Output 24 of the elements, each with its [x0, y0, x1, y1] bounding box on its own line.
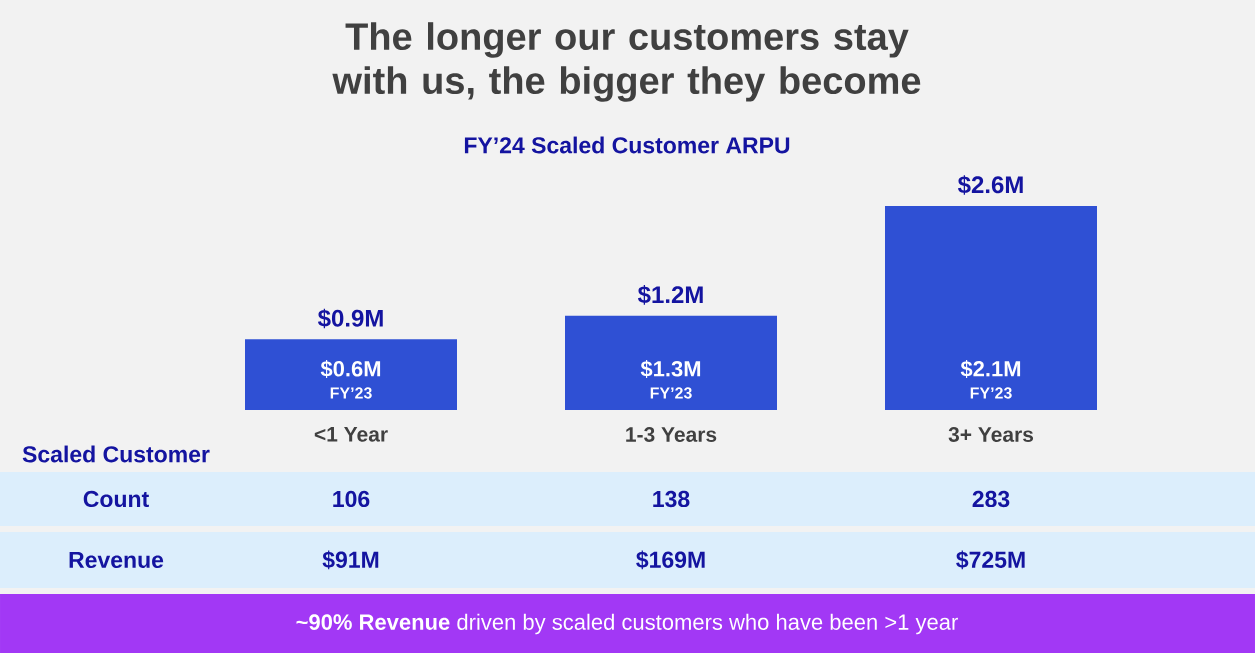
text: Scaled Customer	[22, 445, 210, 463]
text: ~90% Revenue driven by scaled customers who have been >1 year	[296, 613, 958, 635]
data-label: $1.2M	[637, 285, 703, 305]
text: Count	[83, 490, 149, 508]
text: 106	[333, 490, 370, 508]
x-tick-label: 1-3 Years	[626, 427, 717, 442]
annotation: $1.3M	[640, 360, 701, 378]
text: Revenue	[69, 551, 164, 568]
data-label: $0.9M	[317, 308, 383, 329]
data-label: $2.6M	[957, 175, 1023, 195]
x-tick-label: <1 Year	[314, 427, 388, 442]
annotation: FY’23	[650, 387, 692, 399]
annotation: $2.1M	[960, 360, 1021, 378]
chart-subtitle: FY’24 Scaled Customer ARPU	[464, 136, 790, 154]
x-tick-label: 3+ Years	[948, 427, 1034, 442]
annotation: FY’23	[970, 387, 1012, 399]
text: $725M	[956, 550, 1025, 570]
text: 283	[972, 490, 1010, 508]
text: 138	[653, 490, 690, 508]
annotation: FY’23	[330, 387, 372, 399]
annotation: $0.6M	[320, 360, 381, 378]
text: $91M	[322, 550, 379, 570]
text: $169M	[636, 550, 705, 570]
chart-title: The longer our customers stay with us, the bigger they become	[332, 22, 921, 102]
